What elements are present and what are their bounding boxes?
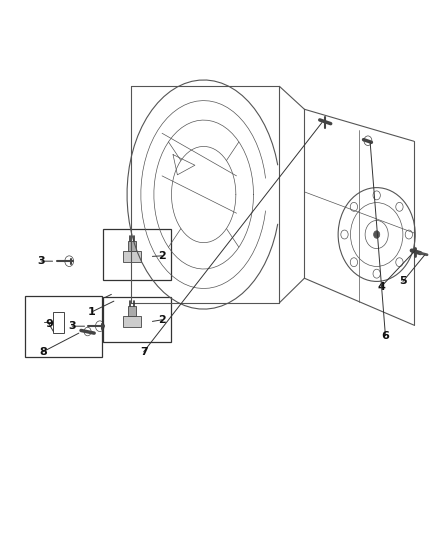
Text: 3: 3 (68, 321, 76, 331)
Bar (103, 297, 171, 342)
Bar (123, 316, 141, 327)
Bar (128, 306, 136, 316)
Text: 9: 9 (45, 319, 53, 329)
Text: 5: 5 (399, 277, 407, 286)
Bar (53, 312, 64, 333)
Text: 6: 6 (381, 331, 389, 341)
Bar (128, 241, 136, 251)
Text: 8: 8 (39, 347, 47, 357)
Text: 2: 2 (158, 315, 166, 325)
Bar (103, 229, 171, 280)
Circle shape (374, 231, 380, 238)
Text: 4: 4 (377, 282, 385, 292)
Text: 1: 1 (88, 307, 96, 317)
Bar (123, 251, 141, 262)
Text: 3: 3 (38, 256, 46, 266)
Text: 7: 7 (140, 347, 148, 357)
Text: 2: 2 (158, 251, 166, 261)
Bar (25, 296, 102, 357)
